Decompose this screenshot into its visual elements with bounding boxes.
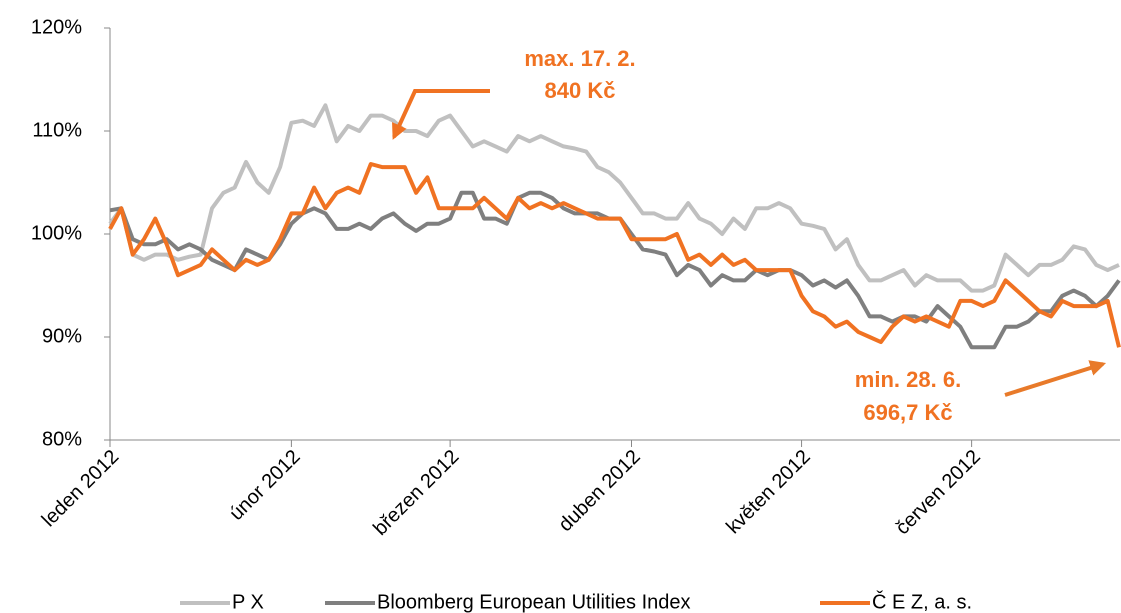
- series-line: [109, 190, 1121, 350]
- x-tick-label: leden 2012: [38, 446, 124, 532]
- series-line: [108, 103, 1120, 293]
- y-tick-label: 90%: [42, 325, 82, 347]
- annotation: max. 17. 2.: [524, 46, 635, 71]
- x-tick-label: květen 2012: [722, 446, 815, 539]
- annotation: min. 28. 6.: [855, 367, 961, 392]
- x-tick-label: duben 2012: [554, 446, 644, 536]
- y-tick-label: 120%: [31, 16, 82, 38]
- series-line: [108, 162, 1121, 348]
- y-tick-label: 100%: [31, 222, 82, 244]
- x-tick-label: červen 2012: [891, 446, 984, 539]
- max-arrow: [392, 89, 490, 140]
- y-tick-label: 110%: [32, 119, 82, 141]
- x-tick-label: březen 2012: [369, 446, 463, 540]
- legend-label: Bloomberg European Utilities Index: [377, 591, 691, 613]
- legend-label: Č E Z, a. s.: [872, 590, 972, 613]
- annotation: 696,7 Kč: [863, 400, 952, 425]
- legend-label: P X: [232, 591, 264, 613]
- y-tick-label: 80%: [42, 428, 82, 450]
- x-tick-label: únor 2012: [225, 446, 304, 525]
- annotation: 840 Kč: [545, 78, 616, 103]
- min-arrow: [1004, 360, 1107, 397]
